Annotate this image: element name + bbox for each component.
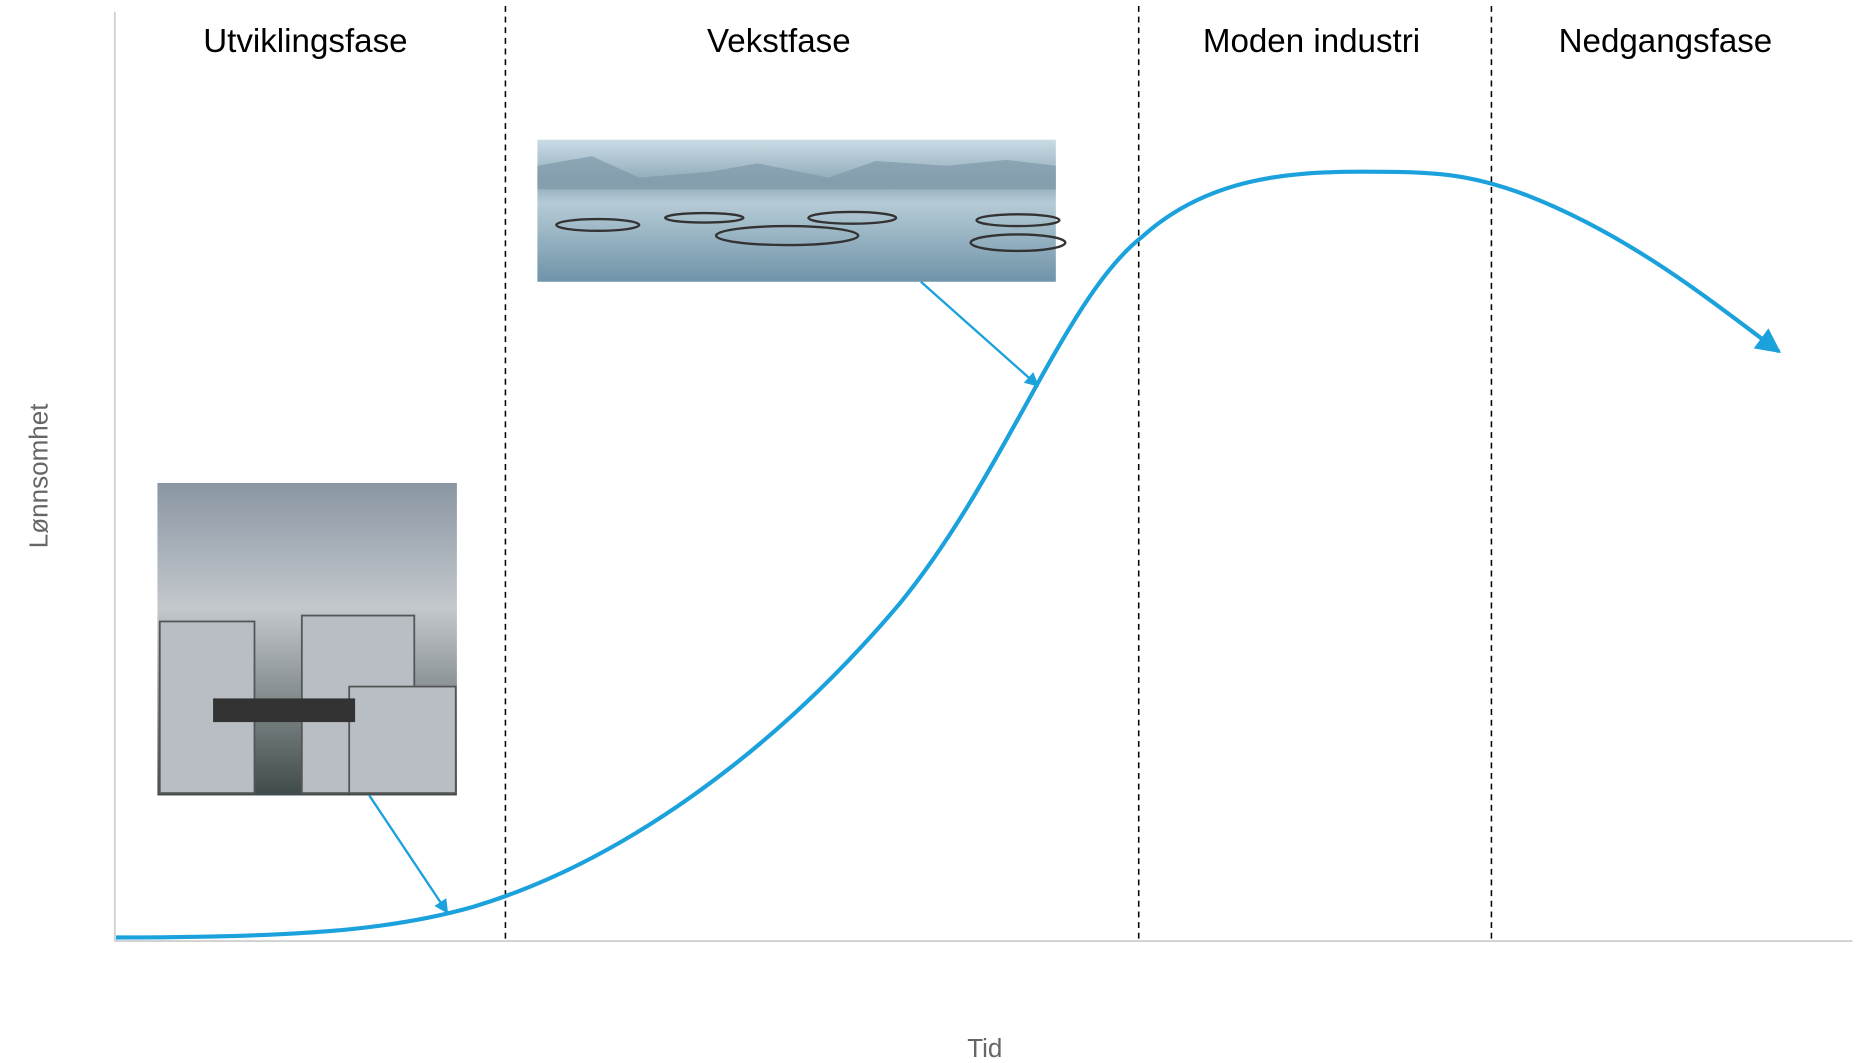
- x-axis-label: Tid: [967, 1033, 1002, 1063]
- phase-label: Vekstfase: [707, 23, 851, 60]
- sea-farm-photo: [537, 139, 1067, 282]
- tank-hall-photo: [157, 482, 457, 796]
- phase-label: Utviklingsfase: [203, 23, 407, 60]
- phase-label: Moden industri: [1203, 23, 1420, 60]
- pointer-arrow: [368, 794, 449, 914]
- phase-dividers: [504, 5, 1493, 942]
- pointer-arrow: [920, 280, 1040, 387]
- phase-label: Nedgangsfase: [1559, 23, 1773, 60]
- y-axis-label: Lønnsomhet: [23, 403, 53, 548]
- life-cycle-curve: [115, 169, 1782, 940]
